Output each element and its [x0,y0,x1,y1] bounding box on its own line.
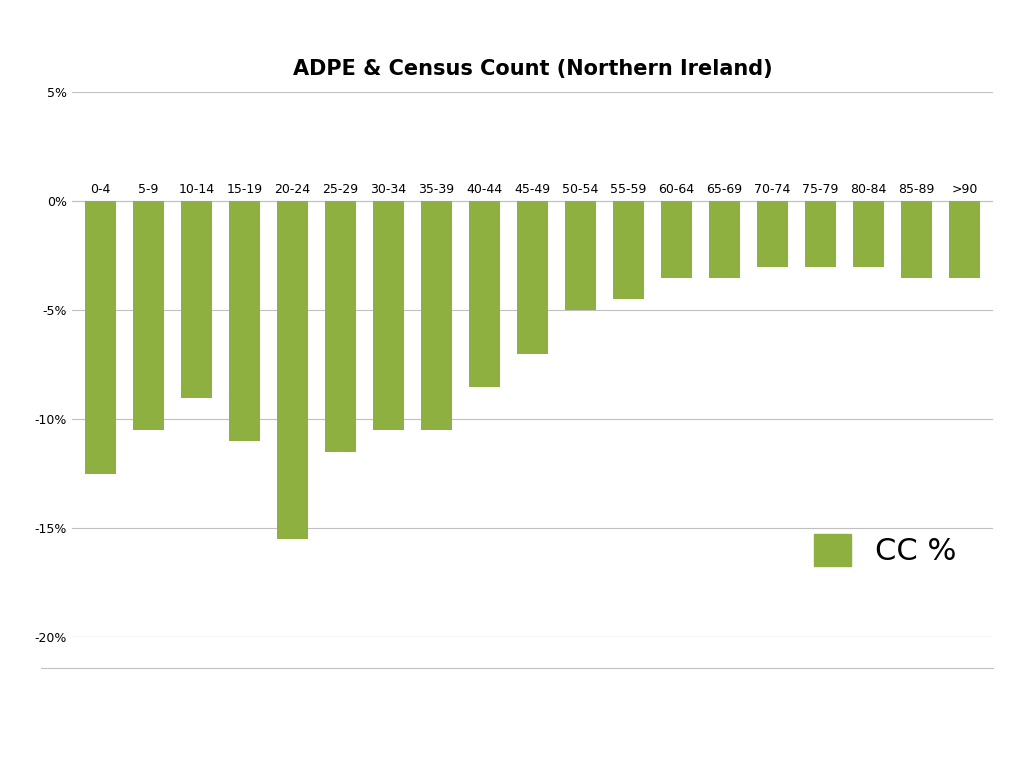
Bar [469,201,500,386]
Text: 70-74: 70-74 [755,183,791,196]
Bar [325,201,356,452]
Bar [709,201,740,277]
Text: 20-24: 20-24 [274,183,310,196]
Text: 65-69: 65-69 [707,183,742,196]
Text: 45-49: 45-49 [514,183,551,196]
Text: 25-29: 25-29 [323,183,358,196]
Text: 0-4: 0-4 [90,183,111,196]
Text: 30-34: 30-34 [371,183,407,196]
Bar [373,201,404,430]
Bar [421,201,452,430]
Title: ADPE & Census Count (Northern Ireland): ADPE & Census Count (Northern Ireland) [293,59,772,80]
Bar [517,201,548,354]
Legend: CC %: CC % [802,522,969,578]
Bar [85,201,116,474]
Text: 85-89: 85-89 [898,183,935,196]
Text: 75-79: 75-79 [802,183,839,196]
Text: 15-19: 15-19 [226,183,262,196]
Bar [613,201,644,300]
Text: 5-9: 5-9 [138,183,159,196]
Text: 60-64: 60-64 [658,183,694,196]
Bar [133,201,164,430]
Bar [276,201,308,539]
Text: 35-39: 35-39 [419,183,455,196]
Text: 80-84: 80-84 [850,183,887,196]
Bar [805,201,836,266]
Bar [565,201,596,310]
Text: 50-54: 50-54 [562,183,599,196]
Bar [181,201,212,398]
Bar [757,201,788,266]
Text: 10-14: 10-14 [178,183,215,196]
Bar [949,201,980,277]
Text: >90: >90 [951,183,978,196]
Text: 40-44: 40-44 [466,183,503,196]
Text: 55-59: 55-59 [610,183,647,196]
Bar [229,201,260,441]
Bar [901,201,932,277]
Bar [660,201,692,277]
Bar [853,201,884,266]
